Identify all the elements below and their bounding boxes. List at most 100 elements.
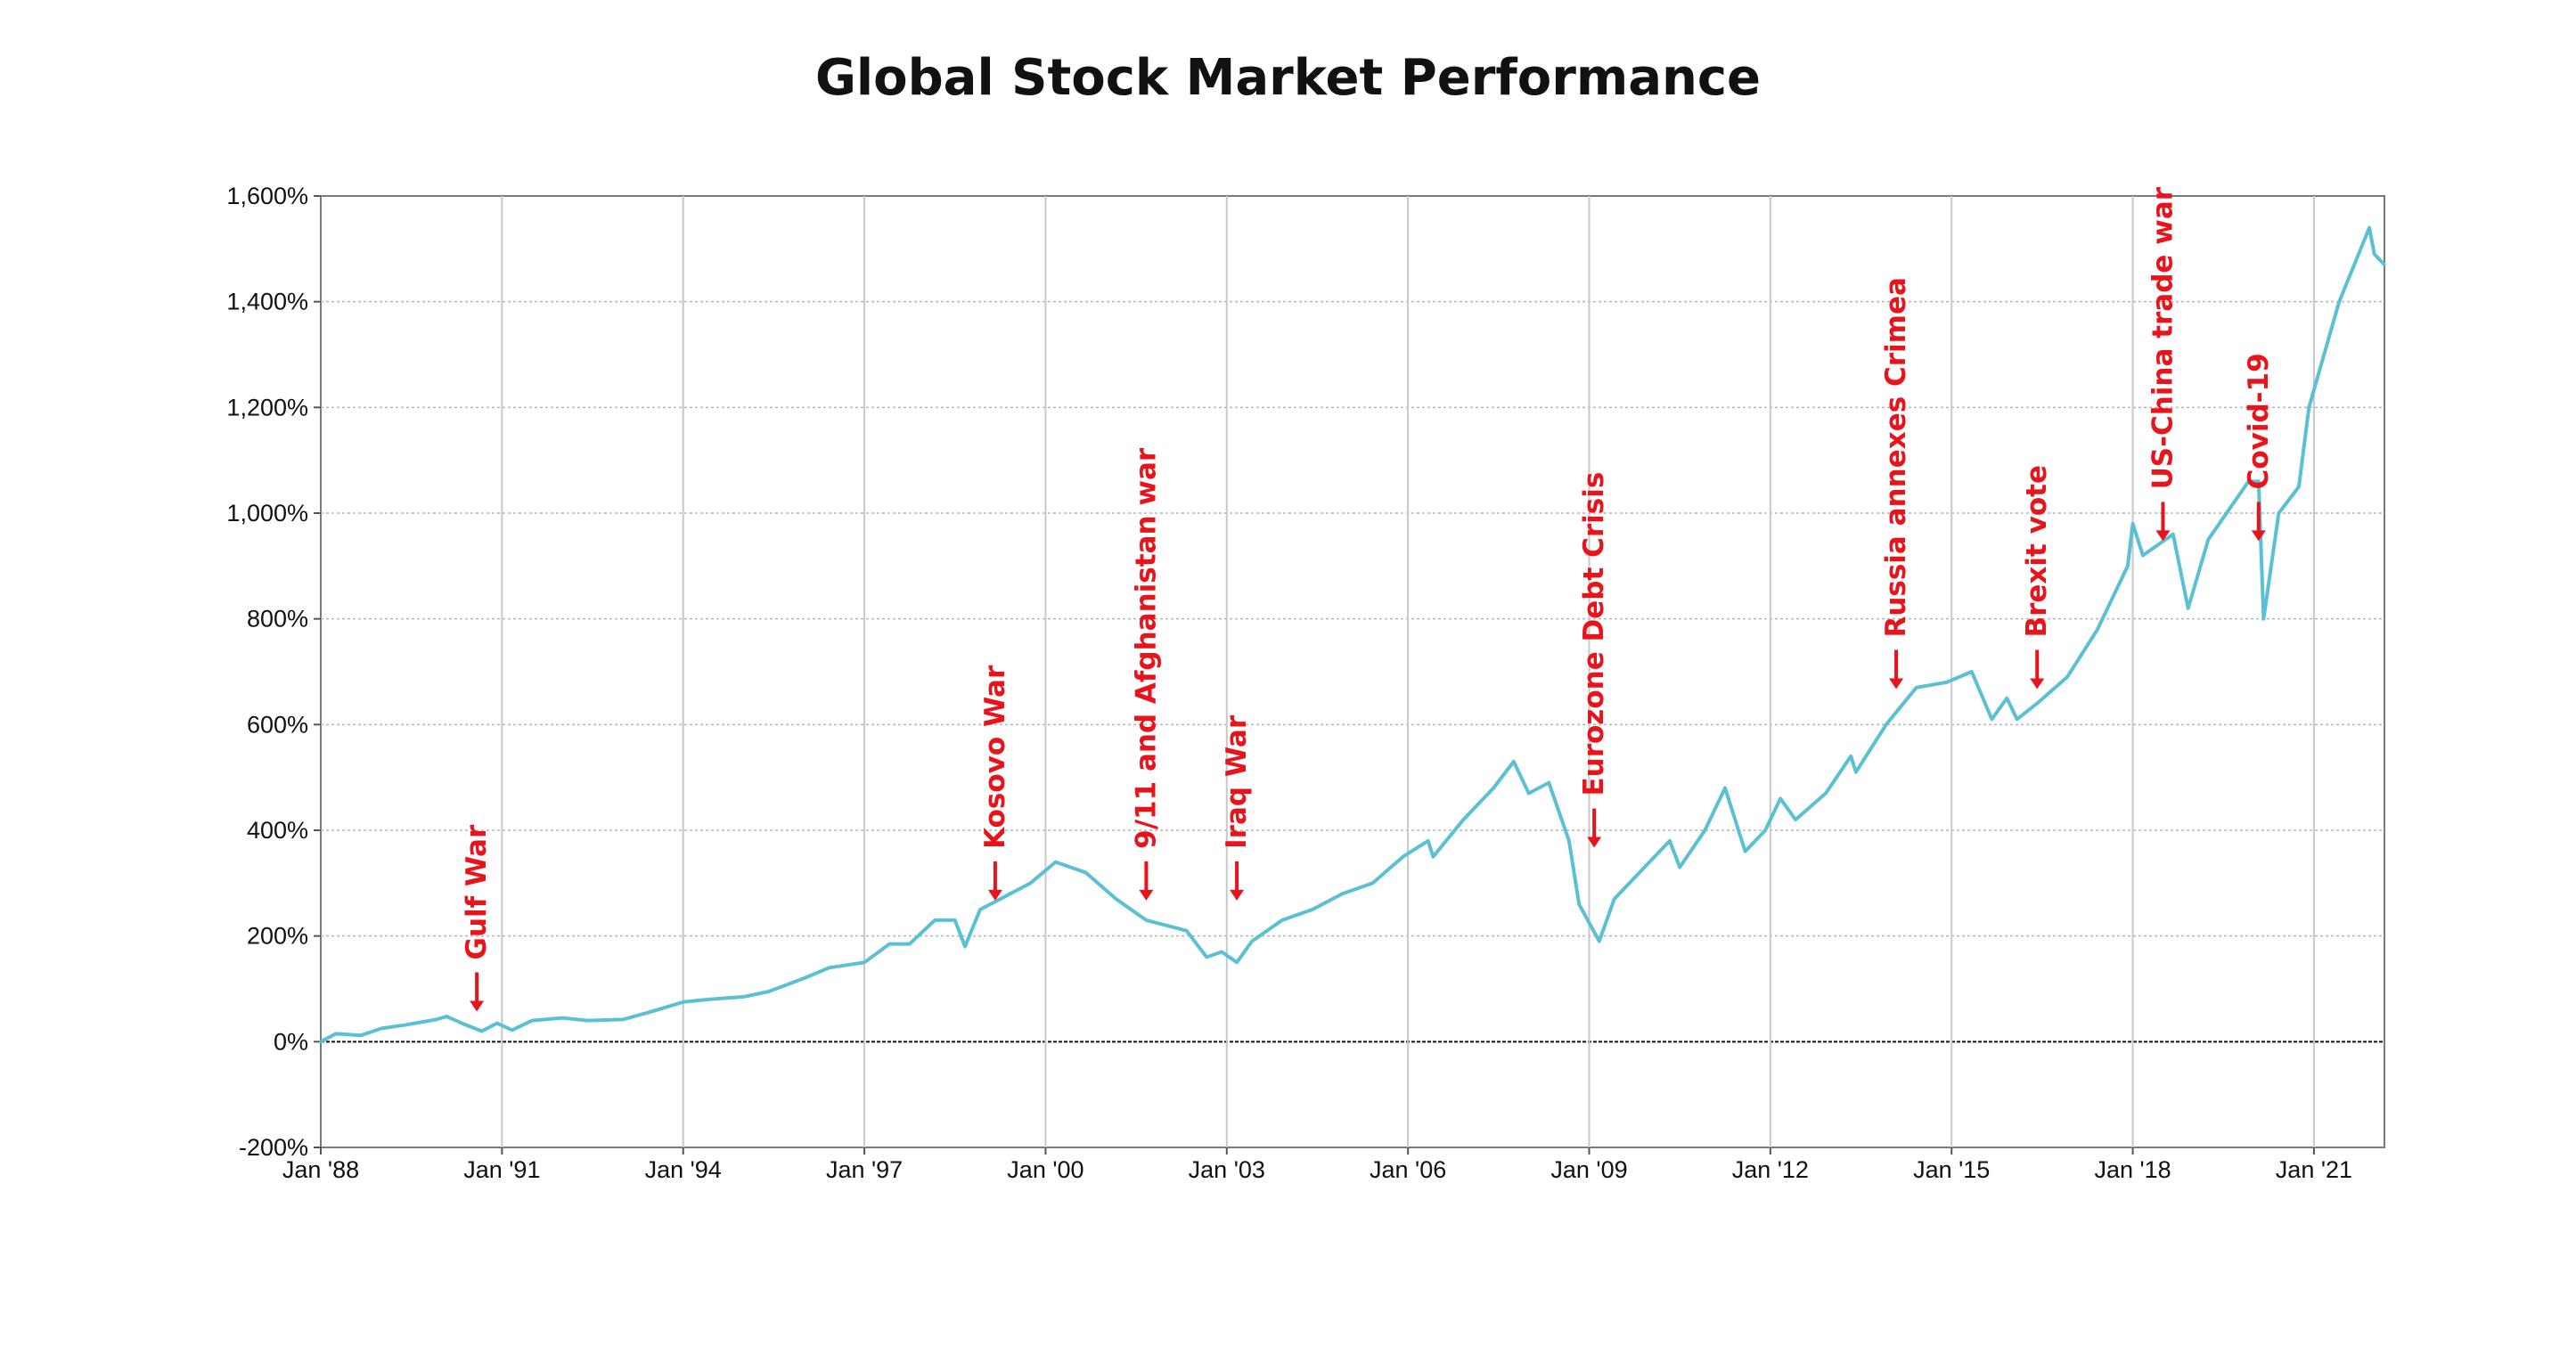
data-point [1945, 681, 1949, 684]
data-point [1144, 918, 1148, 922]
data-point [2297, 485, 2301, 488]
annotation-arrowhead [2030, 678, 2045, 690]
annotation-arrowhead [1587, 837, 1602, 848]
data-point [1220, 951, 1223, 953]
plot-area-border [320, 195, 2385, 1148]
data-point [2171, 533, 2175, 536]
data-point [1341, 892, 1345, 895]
annotation-label: Gulf War [461, 824, 493, 959]
x-tick-label: Jan '06 [1370, 1156, 1446, 1183]
data-point [1427, 839, 1430, 843]
data-point [530, 1019, 534, 1023]
data-point [1744, 850, 1747, 853]
data-point [511, 1028, 514, 1032]
data-point [1794, 818, 1797, 821]
data-point [2383, 263, 2386, 266]
data-point [495, 1022, 499, 1025]
data-point [933, 918, 936, 922]
data-point [863, 960, 866, 964]
data-point [2035, 702, 2039, 706]
data-point [1250, 940, 1254, 943]
data-point [359, 1033, 363, 1037]
data-point [2005, 697, 2008, 700]
data-point [1492, 787, 1495, 789]
data-point [2187, 607, 2190, 610]
data-point [1763, 828, 1767, 832]
data-point [435, 1017, 438, 1021]
x-tick-label: Jan '00 [1007, 1156, 1084, 1183]
data-point [1703, 828, 1706, 832]
y-tick-label: -200% [239, 1134, 308, 1161]
data-point [1029, 881, 1032, 885]
data-point [682, 1000, 685, 1004]
data-point [1643, 866, 1647, 869]
data-point [1613, 897, 1616, 901]
y-tick-label: 1,600% [226, 183, 308, 209]
data-point [2337, 300, 2341, 304]
data-point [1280, 918, 1284, 922]
data-point [1165, 924, 1168, 927]
data-point [334, 1032, 338, 1035]
data-point [2373, 252, 2376, 256]
data-point [380, 1027, 383, 1030]
data-point [460, 1022, 463, 1025]
data-point [2257, 479, 2261, 483]
data-point [1371, 881, 1375, 885]
data-point [585, 1019, 589, 1023]
gridlines [321, 196, 2384, 1147]
data-point [1547, 781, 1550, 785]
data-point [2065, 675, 2069, 679]
data-point [953, 918, 957, 922]
y-tick-label: 1,200% [226, 394, 308, 420]
y-tick-label: 600% [247, 711, 308, 738]
data-point [767, 990, 771, 993]
x-tick-label: Jan '15 [1913, 1156, 1990, 1183]
data-point [1598, 940, 1601, 943]
data-point [742, 995, 745, 999]
x-tick-label: Jan '88 [282, 1156, 359, 1183]
series-line [320, 225, 2386, 1044]
annotation-arrowhead [1230, 889, 1245, 901]
data-point [1567, 839, 1571, 843]
data-point [2261, 617, 2265, 621]
data-point [1461, 818, 1465, 821]
annotation-arrowhead [2155, 530, 2171, 542]
data-point [828, 966, 830, 969]
data-point [1970, 670, 1974, 673]
annotation-label: Iraq War [1221, 714, 1253, 849]
data-point [480, 1030, 484, 1032]
x-tick-label: Jan '12 [1732, 1156, 1809, 1183]
data-point [1678, 866, 1681, 869]
data-point [1115, 897, 1117, 901]
data-point [1824, 792, 1828, 795]
annotation-label: 9/11 and Afghanistan war [1130, 447, 1162, 849]
x-tick-label: Jan '03 [1189, 1156, 1265, 1183]
data-point [1854, 771, 1858, 774]
y-tick-label: 1,400% [226, 289, 308, 315]
data-point [319, 1040, 323, 1043]
data-point [2096, 628, 2099, 631]
y-tick-label: 400% [247, 817, 308, 844]
data-point [2247, 479, 2250, 483]
data-point [646, 1011, 650, 1015]
annotation-label: US-China trade war [2147, 186, 2179, 489]
data-point [1512, 760, 1516, 763]
event-annotations: Gulf War Kosovo War 9/11 and Afghanistan w… [461, 186, 2275, 1012]
y-tick-label: 200% [247, 923, 308, 950]
annotation-arrowhead [2251, 530, 2266, 542]
y-tick-label: 0% [274, 1028, 308, 1055]
annotation-label: Russia annexes Crimea [1880, 277, 1912, 637]
data-point [2141, 554, 2145, 557]
data-point [1431, 855, 1435, 859]
data-point [2016, 717, 2019, 721]
data-point [2131, 522, 2135, 526]
annotation-label: Covid-19 [2243, 353, 2275, 489]
data-point [1885, 722, 1888, 726]
annotation-label: Brexit vote [2021, 465, 2053, 638]
axis-ticks: -200% 0% 200% 400% 600% 800% 1,000% 1,200% 1,400… [226, 183, 2352, 1183]
data-point [1084, 871, 1088, 874]
annotation-label: Eurozone Debt Crisis [1578, 472, 1610, 796]
data-point [978, 908, 982, 911]
annotation-arrowhead [987, 889, 1002, 901]
